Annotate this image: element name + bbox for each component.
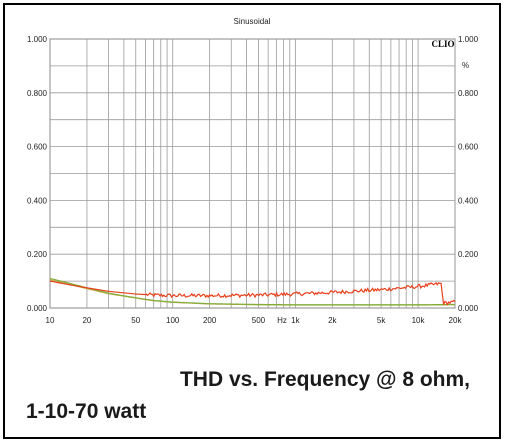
x-unit-label: Hz [277,316,287,325]
y-tick-label-left: 0.800 [27,89,48,98]
x-tick-label: 10 [46,316,55,325]
x-tick-label: 20 [82,316,91,325]
caption-line-2: 1-10-70 watt [26,400,147,423]
y-tick-label-right: 0.400 [458,196,479,205]
caption-line-1: THD vs. Frequency @ 8 ohm, [179,368,470,391]
series-layer [49,277,456,306]
x-tick-label: 5k [377,316,386,325]
y-tick-label-left: 0.600 [27,143,48,152]
x-tick-label: 20k [449,316,463,325]
x-tick-label: 200 [203,316,217,325]
y-tick-label-right: 0.200 [458,250,479,259]
y-tick-label-left: 0.000 [27,304,48,313]
x-tick-label: 50 [131,316,140,325]
right-unit-label: % [462,61,469,70]
x-tick-label: 100 [166,316,180,325]
y-tick-label-right: 0.600 [458,143,479,152]
brand-logo: CLIO [431,39,454,49]
y-tick-label-left: 0.400 [27,196,48,205]
grid [49,38,456,309]
y-tick-label-right: 0.800 [458,89,479,98]
x-tick-label: 10k [412,316,426,325]
y-tick-label-right: 1.000 [458,35,479,44]
axis-labels: 0.000 0.000 0.200 0.200 0.400 0.400 0.600 0.600… [27,35,479,325]
y-tick-label-right: 0.000 [458,304,479,313]
chart-title: Sinusoidal [234,17,271,26]
x-tick-label: 1k [291,316,300,325]
x-tick-label: 2k [328,316,337,325]
series-line [49,280,456,306]
series-line [49,277,456,306]
y-tick-label-left: 0.200 [27,250,48,259]
x-tick-label: 500 [252,316,266,325]
y-tick-label-left: 1.000 [27,35,48,44]
